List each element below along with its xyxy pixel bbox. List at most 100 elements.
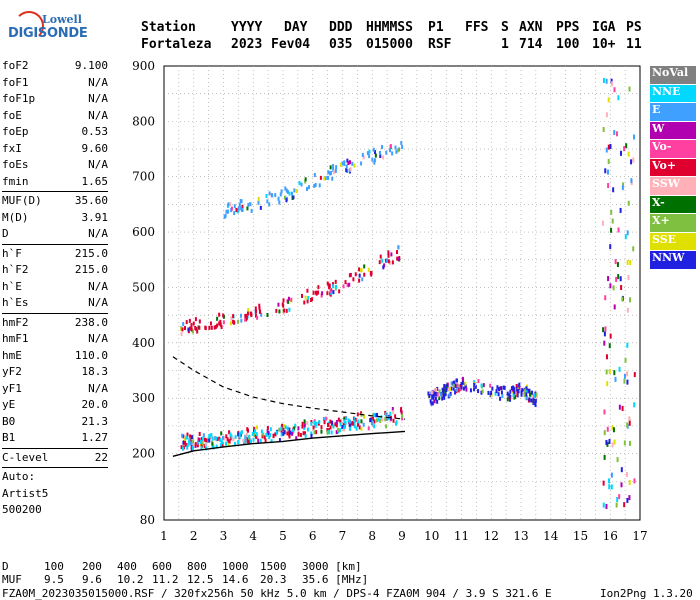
param-value: 215.0 <box>74 263 108 276</box>
echo-point <box>250 208 253 213</box>
echo-point <box>621 185 624 191</box>
echo-point <box>211 442 214 447</box>
echo-point <box>182 322 185 327</box>
echo-point <box>494 391 497 396</box>
legend-entry: X- <box>650 195 696 213</box>
echo-point <box>375 413 378 418</box>
echo-point <box>247 202 250 207</box>
echo-point <box>244 435 247 440</box>
echo-point <box>226 437 229 442</box>
x-tick-label: 10 <box>424 529 439 543</box>
echo-point <box>306 288 309 293</box>
echo-point <box>303 431 306 436</box>
echo-point <box>312 290 315 295</box>
echo-point <box>518 386 521 391</box>
echo-point <box>384 417 387 422</box>
echo-point <box>254 306 257 311</box>
echo-point <box>282 298 285 303</box>
legend-entry: E <box>650 103 696 121</box>
param-row: h`E N/A <box>2 279 108 296</box>
echo-point <box>531 390 534 395</box>
y-tick-label: 700 <box>132 170 155 184</box>
echo-point <box>184 437 187 442</box>
x-tick-label: 14 <box>543 529 559 543</box>
echo-point <box>286 189 289 194</box>
echo-point <box>218 312 221 317</box>
echo-point <box>332 170 335 175</box>
param-separator <box>2 312 108 314</box>
echo-point <box>341 161 344 166</box>
header-label: Station <box>141 20 196 35</box>
echo-point <box>627 200 630 206</box>
echo-point <box>223 436 226 441</box>
echo-point <box>458 384 461 389</box>
echo-point <box>613 304 616 310</box>
y-tick-label: 400 <box>132 336 155 350</box>
echo-point <box>506 391 509 396</box>
echo-point <box>626 307 629 313</box>
echo-point <box>360 419 363 424</box>
echo-point <box>436 399 439 404</box>
echo-point <box>307 296 310 301</box>
x-tick-label: 11 <box>454 529 469 543</box>
echo-point <box>189 441 192 446</box>
echo-point <box>219 322 222 327</box>
echo-trace <box>427 376 538 408</box>
echo-point <box>210 325 213 330</box>
echo-point <box>205 438 208 443</box>
echo-point <box>441 387 444 392</box>
echo-point <box>362 422 365 427</box>
echo-point <box>198 438 201 443</box>
y-tick-label: 80 <box>140 513 155 527</box>
echo-point <box>240 206 243 211</box>
echo-point <box>246 427 249 432</box>
echo-point <box>228 439 231 444</box>
echo-point <box>615 131 618 137</box>
echo-point <box>238 434 241 439</box>
echo-point <box>306 421 309 426</box>
echo-point <box>610 227 613 233</box>
echo-point <box>267 431 270 436</box>
header-label: YYYY <box>231 20 263 35</box>
echo-point <box>233 204 236 209</box>
echo-point <box>366 151 369 156</box>
echo-point <box>353 424 356 429</box>
echo-point <box>626 422 629 428</box>
echo-point <box>332 290 335 295</box>
param-name: h`E <box>2 279 22 293</box>
echo-point <box>500 390 503 395</box>
echo-point <box>244 439 247 444</box>
echo-point <box>269 433 272 438</box>
echo-point <box>355 426 358 431</box>
echo-point <box>609 144 612 150</box>
echo-point <box>326 291 329 296</box>
echo-point <box>343 425 346 430</box>
echo-point <box>602 126 605 132</box>
echo-point <box>386 258 389 263</box>
echo-point <box>265 432 268 437</box>
echo-point <box>187 439 190 444</box>
footer-row-value: 10.2 <box>117 573 144 586</box>
param-row: foF1 N/A <box>2 75 108 92</box>
echo-point <box>289 430 292 435</box>
x-tick-label: 5 <box>279 529 287 543</box>
echo-point <box>209 321 212 326</box>
echo-point <box>339 422 342 427</box>
x-tick-label: 7 <box>339 529 347 543</box>
echo-point <box>608 368 611 374</box>
echo-point <box>313 183 316 188</box>
echo-point <box>525 386 528 391</box>
echo-point <box>602 77 605 83</box>
echo-point <box>230 316 233 321</box>
echo-point <box>499 396 502 401</box>
echo-point <box>487 390 490 395</box>
echo-point <box>239 313 242 318</box>
echo-point <box>192 442 195 447</box>
x-tick-label: 2 <box>190 529 198 543</box>
echo-point <box>430 390 433 395</box>
echo-point <box>232 437 235 442</box>
echo-point <box>337 417 340 422</box>
echo-point <box>622 182 625 188</box>
echo-point <box>442 393 445 398</box>
echo-point <box>229 432 232 437</box>
